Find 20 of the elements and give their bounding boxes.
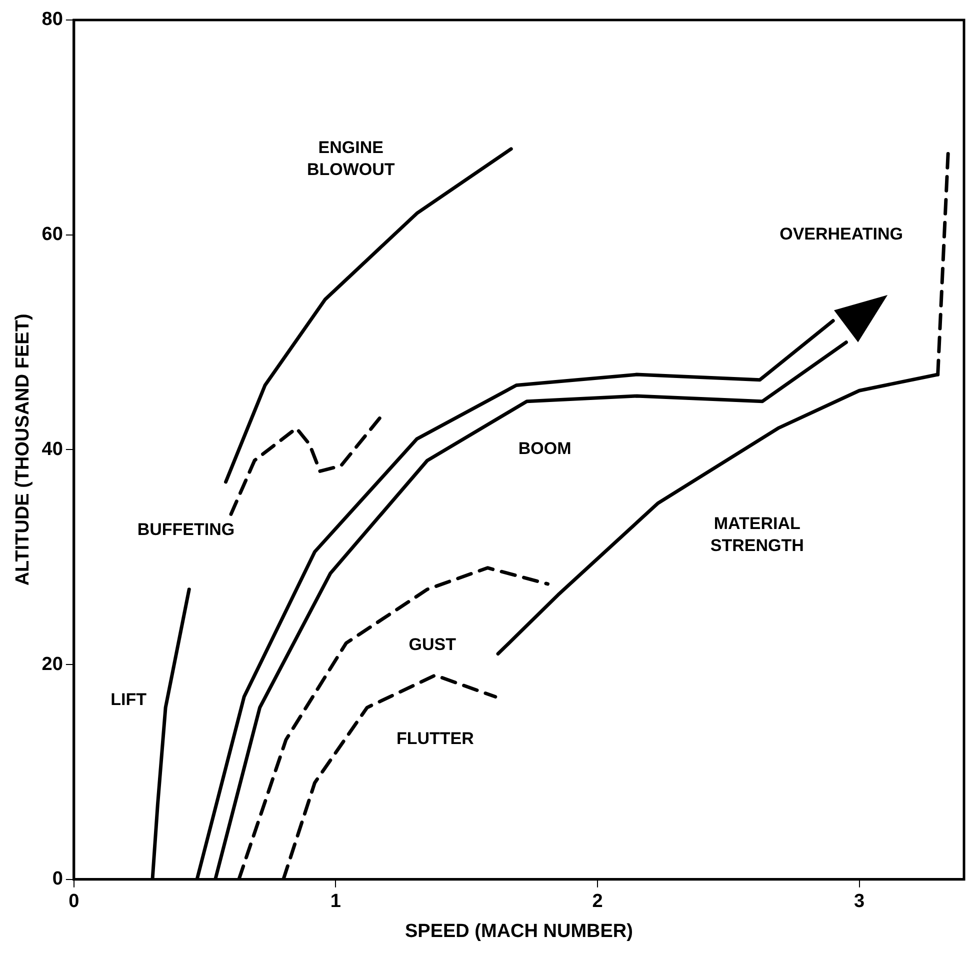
x-tick-label: 1 xyxy=(330,891,342,912)
y-tick-label: 0 xyxy=(52,868,63,890)
text: ENGINE BLOWOUT xyxy=(306,138,396,180)
text: OVERHEATING xyxy=(780,224,904,244)
x-axis-title: SPEED (MACH NUMBER) xyxy=(404,920,633,942)
series-label: BOOM xyxy=(518,439,572,458)
x-tick-label: 0 xyxy=(68,891,80,912)
text: MATERIAL STRENGTH xyxy=(710,514,804,555)
y-tick-label: 40 xyxy=(42,438,63,460)
series-label: LIFT xyxy=(110,690,148,710)
x-tick-label: 2 xyxy=(592,891,603,912)
line-series xyxy=(229,416,382,516)
y-tick-label: 20 xyxy=(42,654,63,675)
y-axis-title: ALTITUDE (THOUSAND FEET) xyxy=(12,314,34,586)
series-label: FLUTTER xyxy=(396,728,474,748)
x-tick-label: 3 xyxy=(854,891,865,912)
y-tick-label: 60 xyxy=(42,224,63,246)
series-label: GUST xyxy=(408,635,457,654)
series-label: BUFFETING xyxy=(137,520,235,539)
y-tick-label: 80 xyxy=(42,9,63,30)
